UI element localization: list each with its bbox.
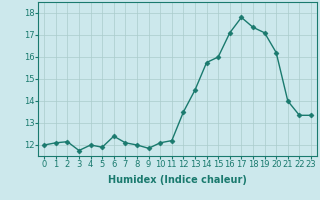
X-axis label: Humidex (Indice chaleur): Humidex (Indice chaleur) bbox=[108, 175, 247, 185]
